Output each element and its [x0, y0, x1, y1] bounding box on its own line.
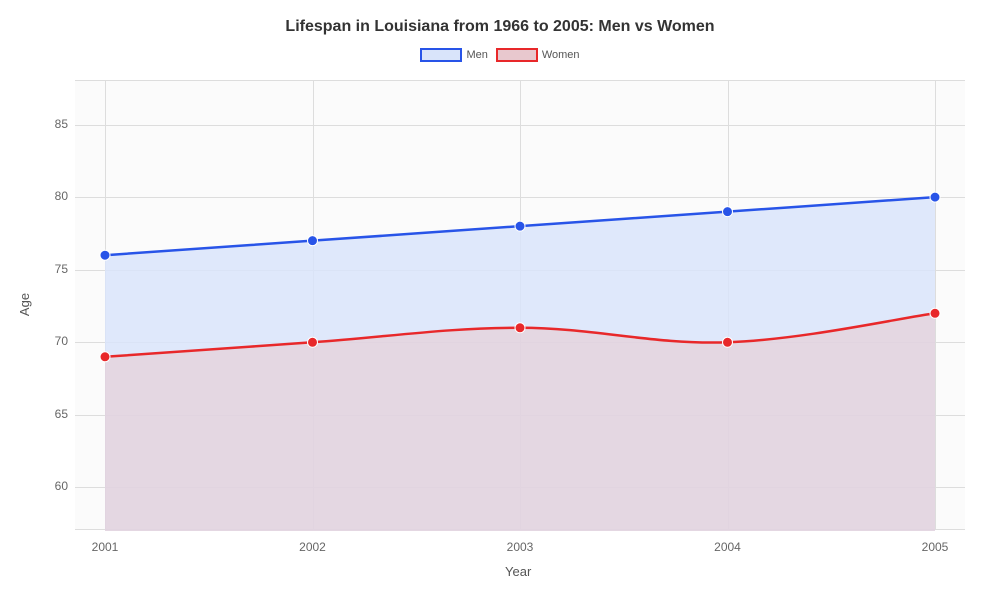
data-point[interactable] — [515, 323, 525, 333]
plot-area — [75, 80, 965, 530]
x-tick-label: 2004 — [714, 540, 741, 554]
x-tick-label: 2003 — [507, 540, 534, 554]
data-point[interactable] — [100, 250, 110, 260]
data-point[interactable] — [723, 337, 733, 347]
data-point[interactable] — [100, 352, 110, 362]
legend-label-women: Women — [542, 49, 580, 61]
x-axis-title: Year — [505, 564, 531, 579]
chart-title: Lifespan in Louisiana from 1966 to 2005:… — [0, 18, 1000, 36]
data-point[interactable] — [515, 221, 525, 231]
x-tick-label: 2001 — [92, 540, 119, 554]
legend-swatch-men — [420, 48, 462, 62]
legend-item-men[interactable]: Men — [420, 48, 487, 62]
data-point[interactable] — [308, 337, 318, 347]
chart-series-svg — [75, 81, 965, 531]
data-point[interactable] — [308, 236, 318, 246]
chart-container: Lifespan in Louisiana from 1966 to 2005:… — [0, 0, 1000, 600]
data-point[interactable] — [930, 192, 940, 202]
y-tick-label: 60 — [40, 479, 68, 493]
legend-swatch-women — [496, 48, 538, 62]
y-axis-title: Age — [17, 293, 32, 316]
y-tick-label: 70 — [40, 334, 68, 348]
y-tick-label: 75 — [40, 262, 68, 276]
x-tick-label: 2002 — [299, 540, 326, 554]
y-tick-label: 65 — [40, 407, 68, 421]
data-point[interactable] — [930, 308, 940, 318]
legend-label-men: Men — [466, 49, 487, 61]
y-tick-label: 80 — [40, 189, 68, 203]
y-tick-label: 85 — [40, 117, 68, 131]
legend-item-women[interactable]: Women — [496, 48, 580, 62]
chart-legend: Men Women — [0, 48, 1000, 62]
x-tick-label: 2005 — [922, 540, 949, 554]
data-point[interactable] — [723, 207, 733, 217]
